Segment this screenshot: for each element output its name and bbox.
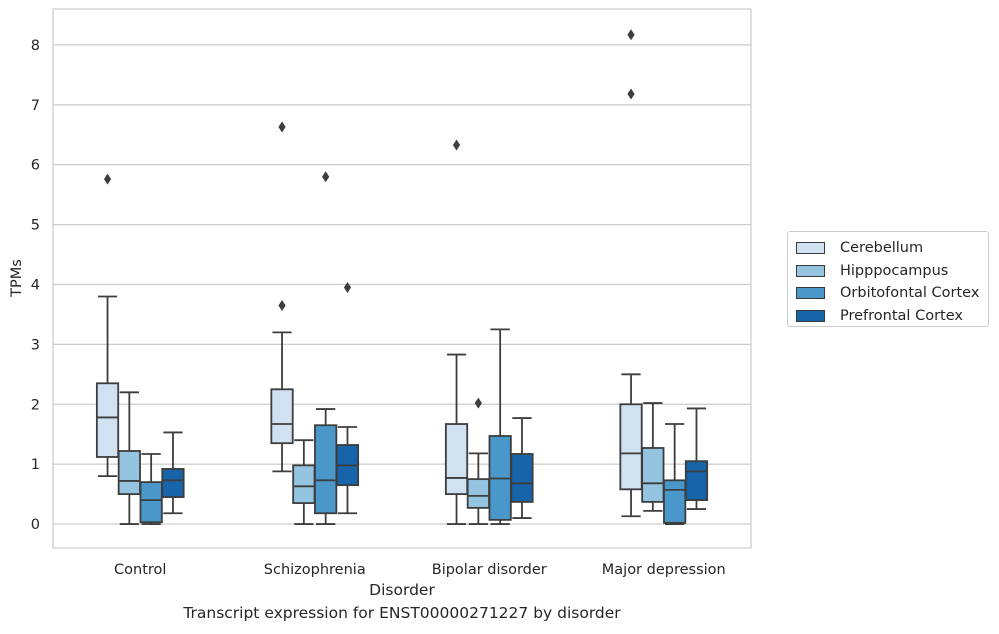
- box-2-2: [488, 328, 512, 525]
- outlier-point: [452, 139, 461, 151]
- box-body: [684, 460, 709, 501]
- outlier-point: [627, 88, 635, 100]
- box-2-0: [139, 453, 163, 525]
- grid-lines: [53, 44, 751, 525]
- box-body: [619, 403, 643, 491]
- box-0-1: [270, 121, 294, 473]
- y-tick-label: 6: [31, 158, 40, 174]
- y-tick-label: 1: [31, 457, 40, 473]
- box-body: [444, 423, 469, 495]
- box-1-3: [641, 402, 665, 512]
- x-tick-label: Bipolar disorder: [432, 562, 547, 578]
- box-3-1: [335, 281, 360, 515]
- y-tick-label: 7: [31, 98, 40, 114]
- y-tick-label: 4: [31, 277, 40, 293]
- legend-swatch: [796, 242, 825, 255]
- box-0-0: [95, 173, 120, 478]
- legend-item: Hipppocampus: [796, 260, 980, 283]
- box-3-0: [161, 431, 185, 515]
- y-tick-label: 3: [31, 337, 40, 353]
- y-tick-label: 2: [31, 397, 40, 413]
- box-body: [466, 478, 490, 509]
- outlier-point: [343, 281, 352, 293]
- plot-frame: [52, 8, 752, 549]
- legend-label: Orbitofontal Cortex: [840, 285, 980, 302]
- x-tick-label: Schizophrenia: [264, 562, 366, 578]
- box-2-3: [663, 423, 687, 525]
- x-tick-labels: Control Schizophrenia Bipolar disorder Majo…: [114, 562, 726, 578]
- box-3-3: [684, 407, 709, 510]
- outlier-point: [474, 397, 482, 409]
- box-body: [510, 453, 534, 503]
- box-body: [161, 468, 185, 498]
- legend-item: Orbitofontal Cortex: [796, 282, 980, 305]
- box-body: [663, 479, 687, 524]
- x-tick-label: Control: [114, 562, 166, 578]
- box-1-0: [117, 391, 141, 525]
- legend: Cerebellum Hipppocampus Orbitofontal Corte…: [787, 231, 989, 327]
- y-axis-label: TPMs: [9, 259, 25, 298]
- box-1-1: [292, 439, 316, 525]
- x-axis-label: Disorder: [369, 581, 435, 599]
- outlier-point: [627, 29, 635, 41]
- legend-label: Hipppocampus: [840, 262, 949, 279]
- box-1-2: [466, 397, 490, 525]
- legend-item: Cerebellum: [796, 237, 980, 260]
- y-tick-label: 0: [31, 517, 40, 533]
- box-body: [270, 388, 294, 445]
- box-body: [292, 464, 316, 504]
- box-0-2: [444, 139, 469, 525]
- outlier-point: [278, 121, 286, 133]
- legend-swatch: [796, 309, 825, 322]
- x-tick-label: Major depression: [602, 562, 726, 578]
- box-body: [117, 450, 141, 496]
- legend-item: Prefrontal Cortex: [796, 305, 980, 328]
- legend-label: Prefrontal Cortex: [840, 307, 963, 324]
- legend-swatch: [796, 264, 825, 277]
- outlier-point: [278, 299, 286, 311]
- y-tick-label: 5: [31, 218, 40, 234]
- plot-boxes: [95, 29, 709, 525]
- outlier-point: [103, 173, 112, 185]
- box-0-3: [619, 29, 643, 518]
- box-body: [95, 382, 120, 458]
- box-body: [641, 447, 665, 503]
- outlier-point: [322, 171, 330, 183]
- box-body: [314, 424, 338, 515]
- legend-swatch: [796, 287, 825, 300]
- y-tick-label: 8: [31, 38, 40, 54]
- y-tick-labels: 0 1 2 3 4 5 6 7 8: [31, 38, 40, 533]
- legend-label: Cerebellum: [840, 240, 924, 257]
- chart-title: Transcript expression for ENST0000027122…: [183, 604, 621, 622]
- box-3-2: [510, 417, 534, 519]
- box-body: [139, 481, 163, 524]
